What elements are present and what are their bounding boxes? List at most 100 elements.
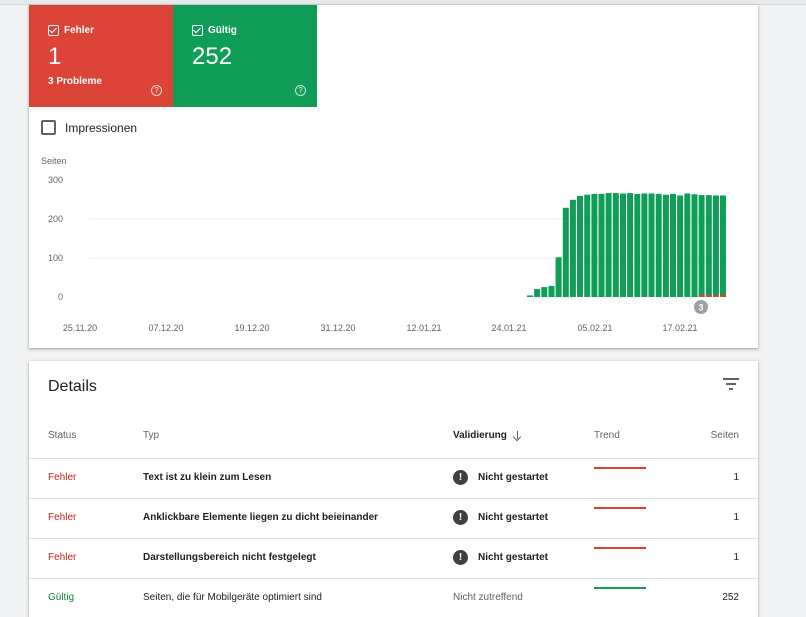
- bar-valid[interactable]: [605, 193, 612, 297]
- annotation-label: 3: [698, 303, 703, 313]
- bar-valid[interactable]: [569, 199, 576, 297]
- y-axis-label: Seiten: [41, 156, 67, 166]
- row-validierung: Nicht zutreffend: [453, 592, 523, 603]
- row-seiten: 1: [733, 552, 739, 563]
- column-trend: Trend: [594, 430, 620, 441]
- column-seiten[interactable]: Seiten: [710, 430, 739, 441]
- y-tick-label: 200: [48, 214, 63, 224]
- bar-valid[interactable]: [698, 195, 705, 297]
- help-icon[interactable]: ?: [151, 85, 162, 96]
- error-tile-header: Fehler: [48, 25, 94, 36]
- row-typ: Darstellungsbereich nicht festgelegt: [143, 552, 316, 563]
- row-seiten: 1: [733, 512, 739, 523]
- y-tick-label: 100: [48, 253, 63, 263]
- alert-icon: !: [453, 510, 468, 525]
- bar-error[interactable]: [712, 295, 719, 297]
- column-typ[interactable]: Typ: [143, 430, 160, 441]
- chart-annotation[interactable]: 3: [694, 300, 708, 314]
- error-problems-count: 3 Probleme: [48, 76, 102, 87]
- y-tick-label: 300: [48, 175, 63, 185]
- x-tick-label: 25.11.20: [63, 323, 97, 333]
- table-row[interactable]: Gültig Seiten, die für Mobilgeräte optim…: [29, 579, 758, 617]
- bar-valid[interactable]: [527, 295, 533, 297]
- filter-icon[interactable]: [723, 378, 739, 390]
- column-validierung-label: Validierung: [453, 430, 507, 441]
- checkbox-checked-icon[interactable]: [192, 25, 203, 36]
- bar-valid[interactable]: [620, 193, 626, 298]
- bar-valid[interactable]: [541, 287, 548, 297]
- error-tile-label: Fehler: [64, 25, 95, 36]
- row-validierung-label: Nicht gestartet: [478, 512, 549, 523]
- valid-tile[interactable]: Gültig 252 ?: [173, 5, 317, 107]
- bar-error[interactable]: [720, 295, 726, 297]
- bar-valid[interactable]: [548, 285, 555, 297]
- trend-sparkline: [594, 547, 646, 549]
- checkbox-checked-icon[interactable]: [48, 25, 59, 36]
- row-seiten: 252: [722, 592, 739, 603]
- row-typ: Seiten, die für Mobilgeräte optimiert si…: [143, 592, 322, 603]
- row-typ: Anklickbare Elemente liegen zu dicht bei…: [143, 512, 379, 523]
- trend-sparkline: [594, 467, 646, 469]
- bar-valid[interactable]: [562, 207, 569, 298]
- column-validierung[interactable]: Validierung: [453, 430, 523, 441]
- row-seiten: 1: [733, 472, 739, 483]
- row-typ: Text ist zu klein zum Lesen: [143, 472, 272, 483]
- bar-valid[interactable]: [648, 193, 655, 298]
- y-tick-label: 0: [58, 292, 63, 302]
- bar-valid[interactable]: [591, 193, 598, 297]
- column-status[interactable]: Status: [48, 430, 77, 441]
- table-row[interactable]: Fehler Anklickbare Elemente liegen zu di…: [29, 499, 758, 539]
- bar-valid[interactable]: [534, 289, 541, 297]
- error-count: 1: [48, 43, 62, 70]
- x-tick-label: 12.01.21: [406, 323, 441, 333]
- bar-valid[interactable]: [612, 193, 619, 297]
- bar-valid[interactable]: [670, 193, 676, 297]
- bar-valid[interactable]: [677, 195, 684, 298]
- alert-icon: !: [453, 470, 468, 485]
- valid-tile-label: Gültig: [208, 25, 237, 36]
- help-icon[interactable]: ?: [295, 85, 306, 96]
- bar-valid[interactable]: [634, 193, 641, 297]
- bar-valid[interactable]: [712, 195, 719, 298]
- bar-valid[interactable]: [627, 193, 634, 297]
- bar-valid[interactable]: [598, 193, 605, 297]
- status-summary-card: Fehler 1 3 Probleme ? Gültig 252 ? Impre…: [29, 5, 758, 348]
- bar-valid[interactable]: [577, 195, 583, 297]
- bar-valid[interactable]: [691, 194, 698, 297]
- bar-valid[interactable]: [662, 194, 669, 297]
- checkbox-unchecked-icon[interactable]: [41, 120, 56, 135]
- table-header: Status Typ Validierung Trend Seiten: [29, 423, 758, 459]
- bar-valid[interactable]: [584, 194, 591, 297]
- row-status: Gültig: [48, 592, 75, 603]
- impressions-label: Impressionen: [65, 120, 138, 135]
- row-status: Fehler: [48, 552, 77, 563]
- details-title: Details: [48, 378, 97, 395]
- row-validierung-label: Nicht zutreffend: [453, 592, 523, 603]
- x-tick-label: 05.02.21: [577, 323, 612, 333]
- row-validierung: ! Nicht gestartet: [453, 470, 548, 485]
- valid-count: 252: [192, 43, 233, 70]
- bar-valid[interactable]: [720, 195, 726, 298]
- impressions-toggle[interactable]: Impressionen: [41, 120, 137, 135]
- row-validierung: ! Nicht gestartet: [453, 510, 548, 525]
- alert-icon: !: [453, 550, 468, 565]
- bar-valid[interactable]: [655, 193, 662, 297]
- bar-error[interactable]: [698, 295, 705, 297]
- bar-error[interactable]: [705, 295, 712, 297]
- error-tile[interactable]: Fehler 1 3 Probleme ?: [29, 5, 173, 107]
- x-tick-label: 19.12.20: [234, 323, 269, 333]
- table-row[interactable]: Fehler Darstellungsbereich nicht festgel…: [29, 539, 758, 579]
- x-tick-label: 17.02.21: [662, 323, 697, 333]
- top-bar-edge: [0, 0, 806, 5]
- row-validierung-label: Nicht gestartet: [478, 552, 549, 563]
- trend-sparkline: [594, 587, 646, 589]
- table-row[interactable]: Fehler Text ist zu klein zum Lesen ! Nic…: [29, 459, 758, 499]
- bar-valid[interactable]: [705, 195, 712, 297]
- row-status: Fehler: [48, 512, 77, 523]
- x-tick-label: 31.12.20: [320, 323, 355, 333]
- row-validierung: ! Nicht gestartet: [453, 550, 548, 565]
- annotation-marker[interactable]: [694, 300, 708, 314]
- bar-valid[interactable]: [641, 193, 648, 298]
- bar-valid[interactable]: [684, 193, 691, 298]
- bar-valid[interactable]: [555, 257, 562, 297]
